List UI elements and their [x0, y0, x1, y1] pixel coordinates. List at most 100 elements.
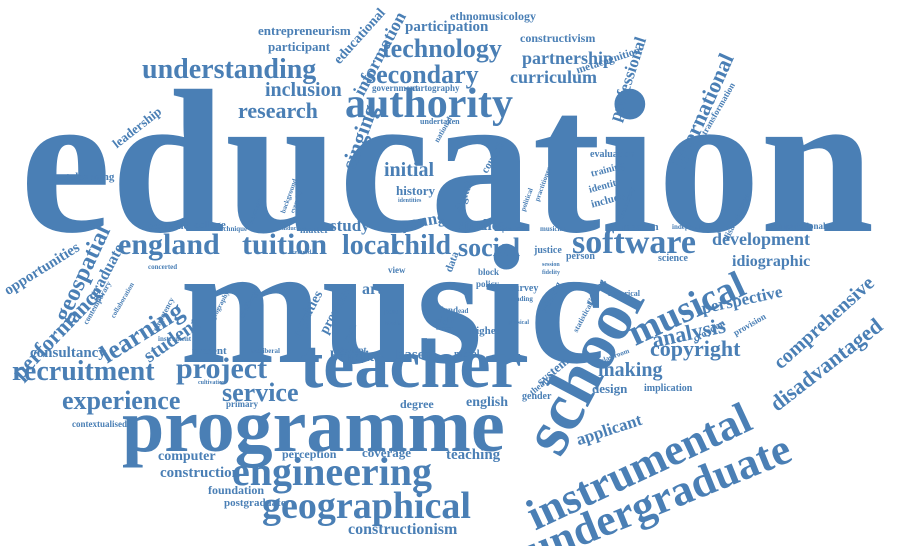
- word-music: music: [180, 211, 605, 399]
- word-art: art: [362, 281, 383, 298]
- word-present: present: [192, 345, 227, 357]
- word-studies: studies: [458, 217, 506, 234]
- word-concerted: concerted: [148, 263, 178, 271]
- word-teaching: teaching: [446, 447, 501, 463]
- word-career: career: [436, 326, 453, 332]
- word-entrepreneurism: entrepreneurism: [258, 23, 351, 38]
- word-secondary: secondary: [366, 60, 479, 89]
- word-engineering: engineering: [232, 449, 432, 494]
- word-coverage: coverage: [362, 445, 412, 460]
- word-evaluation: evaluation: [590, 149, 635, 160]
- word-copyright: copyright: [650, 336, 741, 361]
- word-possible: possible: [502, 225, 526, 233]
- word-design: design: [592, 381, 628, 396]
- word-contextualised: contextualised: [72, 419, 127, 429]
- word-experience: experience: [62, 386, 181, 415]
- word-education: education: [20, 49, 875, 276]
- word-matter: matter: [300, 225, 329, 236]
- word-survey: survey: [510, 283, 539, 294]
- word-based: based: [396, 347, 433, 363]
- word-constructivism: constructivism: [520, 31, 596, 45]
- word-collaboration: collaboration: [109, 281, 136, 320]
- word-undertaken: undertaken: [420, 117, 460, 126]
- word-constructionism: constructionism: [348, 521, 458, 538]
- word-lead: lead: [456, 307, 469, 315]
- word-provision: provision: [731, 311, 768, 338]
- word-programme: programme: [122, 384, 505, 468]
- word-view: view: [388, 265, 406, 275]
- word-social: social: [458, 233, 521, 262]
- word-cartography: cartography: [412, 83, 460, 93]
- word-authority: authority: [345, 81, 513, 127]
- word-curriculum: curriculum: [510, 67, 597, 87]
- word-understanding: understanding: [142, 54, 317, 85]
- word-implication: implication: [644, 383, 693, 394]
- word-gender: gender: [522, 391, 552, 402]
- word-technology: technology: [382, 34, 502, 63]
- word-technique: technique: [218, 225, 248, 233]
- word-english: english: [466, 395, 509, 410]
- word-participant: participant: [268, 39, 331, 54]
- word-idiographic: idiographic: [732, 253, 811, 270]
- word-justice: justice: [534, 245, 562, 256]
- word-economic: economic: [148, 221, 188, 232]
- word-initial: initial: [384, 159, 435, 181]
- word-instrument: instrument: [158, 335, 192, 343]
- word-perception: perception: [282, 447, 337, 461]
- word-person: person: [566, 251, 595, 262]
- word-post: post: [384, 307, 399, 316]
- word-foundation: foundation: [208, 483, 265, 497]
- word-college: college: [194, 219, 226, 231]
- word-reading: reading: [510, 295, 533, 303]
- word-history: history: [396, 183, 435, 198]
- word-software: software: [572, 224, 696, 261]
- word-participation: participation: [405, 19, 489, 35]
- word-higher: higher: [470, 325, 501, 337]
- word-service: service: [222, 378, 299, 407]
- word-fidelity: fidelity: [542, 270, 560, 276]
- word-project: project: [176, 352, 268, 385]
- word-metalearning: metalearning: [52, 171, 115, 183]
- word-cultivation: cultivation: [198, 380, 226, 386]
- word-local: local: [342, 230, 398, 261]
- word-making: making: [598, 359, 663, 381]
- word-postgraduate: postgraduate: [224, 497, 286, 509]
- word-primary: primary: [226, 399, 258, 409]
- word-computer: computer: [158, 449, 216, 464]
- word-induction: induction: [282, 226, 307, 232]
- word-development: development: [712, 229, 810, 249]
- word-teacher: teacher: [300, 326, 522, 403]
- word-geographical: geographical: [262, 485, 471, 527]
- word-identities: identities: [398, 198, 422, 204]
- word-modern: modern: [622, 221, 659, 233]
- word-independent: independent: [672, 223, 709, 231]
- word-policy: policy: [476, 279, 500, 289]
- word-recruitment: recruitment: [12, 356, 155, 387]
- word-musician: musician: [540, 225, 567, 233]
- word-inclusion: inclusion: [265, 79, 342, 101]
- word-deviant: deviant: [338, 345, 367, 355]
- word-research: research: [238, 98, 318, 123]
- word-centred: centred: [292, 250, 312, 256]
- word-study: study: [330, 216, 370, 235]
- word-right: right: [436, 315, 455, 325]
- word-neoliberal: neoliberal: [250, 347, 280, 355]
- word-moral: moral: [454, 349, 480, 360]
- word-tuition: tuition: [242, 228, 328, 261]
- word-government: government: [372, 83, 418, 93]
- word-session: session: [542, 262, 560, 268]
- word-partnership: partnership: [522, 48, 614, 68]
- word-fund: fund: [440, 305, 459, 315]
- word-construction: construction: [160, 465, 240, 481]
- word-ethnomusicology: ethnomusicology: [450, 9, 537, 23]
- word-child: child: [392, 230, 452, 261]
- word-block: block: [478, 267, 500, 277]
- word-benefit: benefit: [330, 349, 375, 365]
- word-england: england: [118, 228, 220, 261]
- word-consultancy: consultancy: [30, 345, 106, 361]
- word-degree: degree: [400, 397, 434, 411]
- word-historical: historical: [608, 289, 640, 298]
- word-physical: physical: [508, 320, 530, 326]
- word-media: media: [384, 319, 403, 327]
